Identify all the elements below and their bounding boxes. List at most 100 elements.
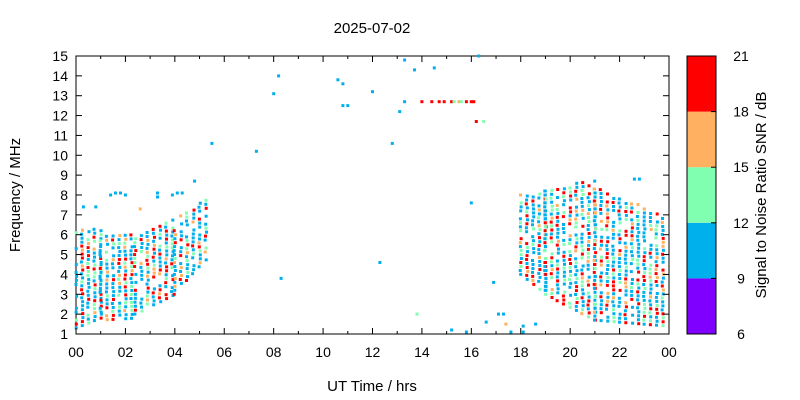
colorbar-segment <box>687 222 716 279</box>
data-point <box>538 268 542 271</box>
data-point <box>92 319 96 323</box>
data-point <box>538 275 542 279</box>
data-point <box>574 308 578 312</box>
data-point <box>592 282 596 286</box>
data-point <box>624 293 628 297</box>
data-point <box>655 315 658 319</box>
data-point <box>543 205 547 209</box>
data-point <box>185 239 189 243</box>
data-point <box>93 271 97 275</box>
data-point <box>158 288 162 292</box>
data-point <box>152 287 156 291</box>
data-point <box>637 314 641 318</box>
data-point <box>629 270 633 274</box>
data-point <box>111 286 115 290</box>
data-point <box>575 205 578 209</box>
data-point <box>145 235 149 238</box>
data-point <box>569 194 573 198</box>
data-point <box>158 256 162 260</box>
data-point <box>99 233 103 237</box>
data-point <box>117 246 121 250</box>
data-point <box>649 295 653 299</box>
data-point <box>111 246 115 250</box>
data-point <box>173 257 177 260</box>
data-point <box>544 197 548 201</box>
data-point <box>636 238 640 242</box>
data-point <box>173 284 177 288</box>
data-point <box>164 221 168 225</box>
data-point <box>152 267 156 271</box>
data-point <box>469 201 473 205</box>
data-point <box>133 288 137 292</box>
data-point <box>98 239 102 243</box>
data-point <box>543 221 547 225</box>
data-point <box>556 251 560 255</box>
y-tick-label: 4 <box>60 266 68 282</box>
data-point <box>525 273 529 277</box>
data-point <box>139 301 143 305</box>
data-point <box>599 279 603 283</box>
data-point <box>145 258 149 262</box>
data-point <box>74 270 78 274</box>
data-point <box>106 270 110 274</box>
data-point <box>518 245 522 249</box>
data-point <box>586 263 590 267</box>
data-point <box>593 263 596 266</box>
data-point <box>592 270 596 274</box>
data-point <box>599 219 603 223</box>
data-point <box>649 223 653 227</box>
data-point <box>537 196 541 200</box>
data-point <box>612 197 616 200</box>
data-point <box>403 58 407 62</box>
data-point <box>636 282 640 286</box>
data-point <box>574 225 578 229</box>
data-point <box>171 218 175 222</box>
data-point <box>93 231 97 235</box>
data-point <box>612 208 616 212</box>
x-tick-label: 18 <box>513 344 529 360</box>
data-point <box>172 229 176 233</box>
data-point <box>152 239 156 243</box>
data-point <box>575 241 579 245</box>
data-point <box>198 209 202 213</box>
data-point <box>599 303 603 307</box>
data-point <box>648 251 652 255</box>
data-point <box>537 248 541 252</box>
data-point <box>586 228 590 231</box>
data-point <box>133 304 137 308</box>
data-point <box>173 261 176 264</box>
data-point <box>587 232 591 235</box>
data-point <box>600 227 604 231</box>
data-point <box>156 195 159 199</box>
data-point <box>574 233 578 237</box>
data-point <box>165 269 169 273</box>
data-point <box>133 296 137 300</box>
data-point <box>99 269 103 272</box>
data-point <box>575 277 579 281</box>
data-point <box>612 304 616 308</box>
data-point <box>543 193 547 197</box>
data-point <box>623 241 627 245</box>
data-point <box>99 280 103 284</box>
data-point <box>129 257 133 261</box>
data-point <box>630 218 634 222</box>
data-point <box>599 200 603 203</box>
data-point <box>180 274 183 277</box>
data-point <box>654 228 658 232</box>
data-point <box>531 223 534 227</box>
data-point <box>86 305 90 309</box>
data-point <box>191 240 195 244</box>
data-point <box>198 249 202 253</box>
data-point <box>130 273 134 277</box>
data-point <box>129 249 133 253</box>
data-point <box>586 196 590 200</box>
data-point <box>580 284 584 288</box>
data-point <box>543 237 547 241</box>
data-point <box>569 273 573 277</box>
data-point <box>117 277 120 281</box>
data-point <box>599 291 603 295</box>
data-point <box>74 263 78 266</box>
data-point <box>164 257 168 261</box>
data-point <box>171 278 175 282</box>
data-point <box>134 249 138 253</box>
